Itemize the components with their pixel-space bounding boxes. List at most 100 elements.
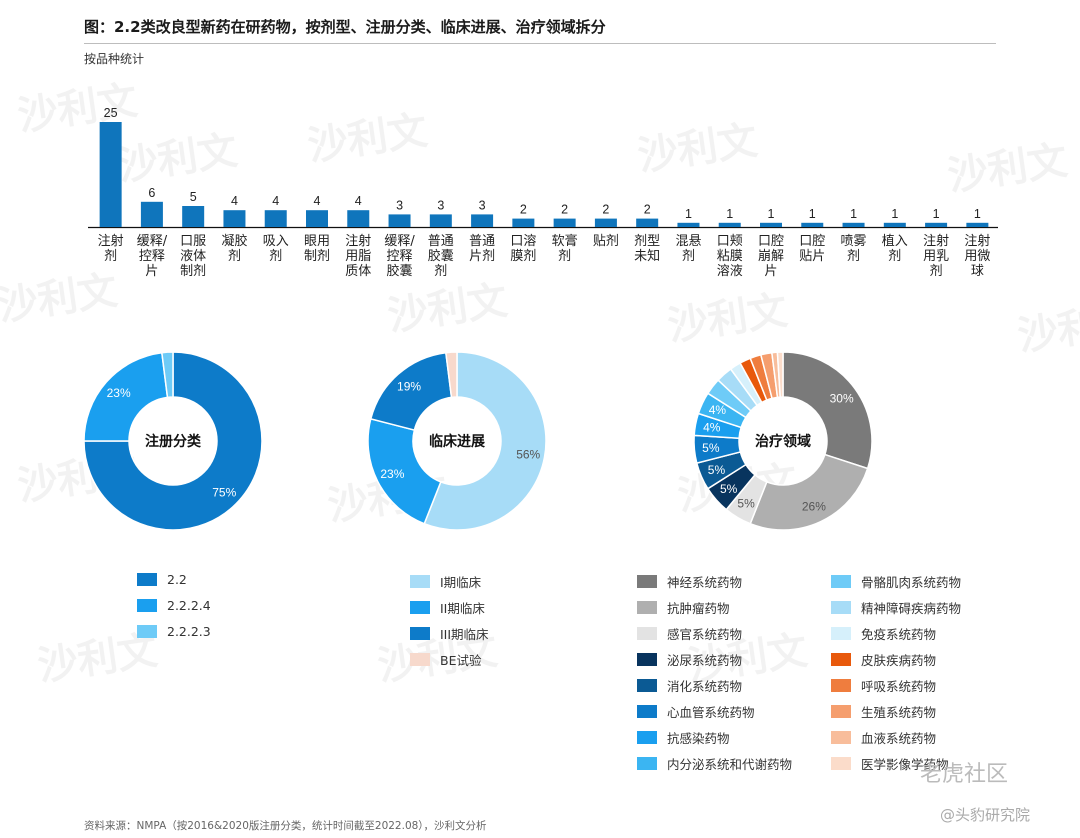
bar [223, 210, 246, 227]
bar-category-label: 混悬剂 [675, 234, 701, 264]
legend-label: 生殖系统药物 [861, 705, 937, 720]
legend-label: 呼吸系统药物 [861, 679, 937, 694]
legend-label: 血液系统药物 [861, 731, 937, 746]
legend-label: 消化系统药物 [667, 679, 743, 694]
legend-item: 2.2.2.4 [137, 598, 211, 613]
bar [264, 210, 287, 227]
registration-slice [83, 351, 169, 442]
therapeutic-donut: 30%26%5%5%5%5%4%4%治疗领域 [693, 351, 873, 531]
registration-slice [161, 351, 174, 399]
legend-swatch [831, 731, 851, 744]
legend-label: 2.2.2.4 [167, 598, 211, 613]
legend-item: 皮肤疾病药物 [831, 650, 936, 669]
bar [925, 222, 948, 227]
bar-value-label: 3 [479, 198, 486, 212]
legend-item: 生殖系统药物 [831, 702, 936, 721]
watermark-brand: 沙利文 [0, 268, 120, 330]
bar-value-label: 1 [974, 207, 981, 221]
bar-value-label: 1 [891, 207, 898, 221]
clinical-slice [423, 351, 547, 531]
bar-value-label: 2 [561, 203, 568, 217]
legend-swatch [637, 679, 657, 692]
bar-value-label: 1 [809, 207, 816, 221]
bar-category-label: 眼用制剂 [304, 234, 330, 264]
legend-label: 免疫系统药物 [861, 627, 937, 642]
legend-swatch [137, 573, 157, 586]
legend-item: III期临床 [410, 624, 489, 643]
watermark-brand: 沙利文 [385, 278, 510, 340]
bar-value-label: 4 [231, 194, 238, 208]
legend-label: 皮肤疾病药物 [861, 653, 937, 668]
bar-category-label: 吸入剂 [263, 234, 289, 264]
bar-category-label: 口服液体制剂 [180, 234, 206, 279]
legend-swatch [637, 575, 657, 588]
legend-item: 呼吸系统药物 [831, 676, 936, 695]
legend-item: BE试验 [410, 650, 481, 669]
legend-label: 感官系统药物 [667, 627, 743, 642]
legend-swatch [831, 601, 851, 614]
clinical-center-label: 临床进展 [429, 433, 485, 450]
legend-swatch [410, 601, 430, 614]
bar [99, 122, 122, 227]
bar-value-label: 2 [520, 203, 527, 217]
registration-slice-label: 75% [212, 485, 236, 499]
legend-swatch [410, 575, 430, 588]
bar [718, 222, 741, 227]
title-divider [84, 43, 996, 44]
bar [677, 222, 700, 227]
clinical-slice [445, 351, 458, 399]
bar-category-label: 贴剂 [593, 234, 619, 249]
legend-swatch [831, 757, 851, 770]
legend-swatch [637, 757, 657, 770]
legend-item: 内分泌系统和代谢药物 [637, 754, 792, 773]
legend-item: 血液系统药物 [831, 728, 936, 747]
bar-category-label: 口腔崩解片 [758, 234, 784, 279]
watermark-brand: 沙利文 [115, 128, 240, 190]
bar-value-label: 2 [602, 203, 609, 217]
bar [512, 218, 535, 227]
legend-swatch [637, 731, 657, 744]
watermark-brand: 沙利文 [945, 138, 1070, 200]
legend-item: 2.2 [137, 572, 187, 587]
bar [594, 218, 617, 227]
legend-swatch [137, 599, 157, 612]
bar-value-label: 4 [314, 194, 321, 208]
bar-value-label: 6 [148, 186, 155, 200]
legend-swatch [831, 653, 851, 666]
bar-value-label: 3 [396, 198, 403, 212]
legend-label: 骨骼肌肉系统药物 [861, 575, 962, 590]
bar-category-label: 口颊粘膜溶液 [717, 234, 743, 279]
bar-value-label: 1 [768, 207, 775, 221]
legend-label: 医学影像学药物 [861, 757, 949, 772]
legend-label: BE试验 [440, 653, 482, 668]
bar-category-label: 注射用脂质体 [345, 233, 371, 279]
legend-swatch [831, 679, 851, 692]
legend-label: 心血管系统药物 [667, 705, 755, 720]
therapeutic-slice-label: 30% [830, 391, 854, 405]
bar-category-label: 软膏剂 [552, 233, 578, 264]
therapeutic-slice-label: 5% [737, 496, 755, 510]
bar-category-label: 喷雾剂 [841, 234, 867, 264]
therapeutic-center-label: 治疗领域 [755, 433, 811, 450]
bar-category-label: 注射剂 [98, 233, 124, 264]
registration-donut: 75% 23% 注册分类 [83, 351, 263, 531]
legend-swatch [637, 653, 657, 666]
bar [801, 222, 824, 227]
registration-slice-label: 23% [107, 386, 131, 400]
bar [182, 206, 205, 227]
legend-item: 医学影像学药物 [831, 754, 949, 773]
legend-item: 免疫系统药物 [831, 624, 936, 643]
legend-item: I期临床 [410, 572, 481, 591]
watermark-brand: 沙利文 [635, 118, 760, 180]
legend-swatch [637, 705, 657, 718]
bar-value-label: 2 [644, 203, 651, 217]
legend-label: 神经系统药物 [667, 575, 743, 590]
watermark-brand: 沙利文 [305, 108, 430, 170]
legend-item: 泌尿系统药物 [637, 650, 742, 669]
bar-value-label: 1 [850, 207, 857, 221]
bar [636, 218, 659, 227]
bar [140, 201, 163, 227]
watermark-brand: 沙利文 [665, 288, 790, 350]
bar-value-label: 4 [272, 194, 279, 208]
clinical-donut: 56% 23% 19% 临床进展 [367, 351, 547, 531]
